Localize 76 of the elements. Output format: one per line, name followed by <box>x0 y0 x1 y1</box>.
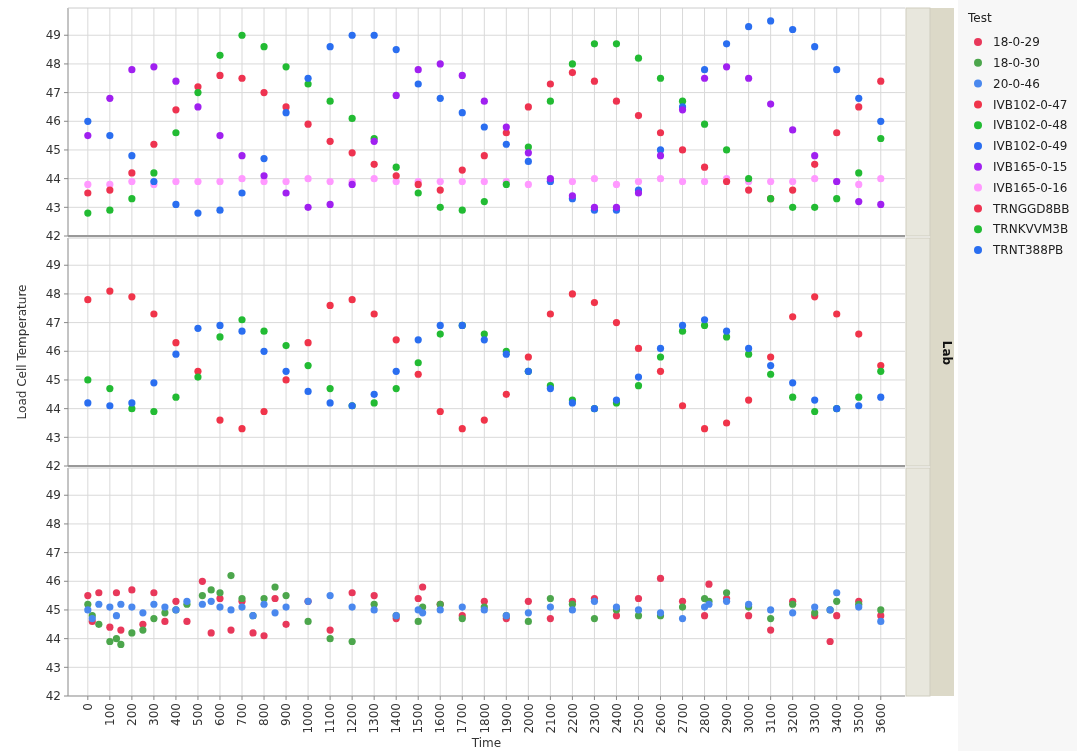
legend-label: IVB165-0-15 <box>993 160 1068 174</box>
x-tick-label: 1300 <box>367 703 382 734</box>
legend-label: 18-0-30 <box>993 56 1040 70</box>
x-tick-label: 300 <box>147 703 162 726</box>
legend-label: IVB165-0-16 <box>993 180 1068 195</box>
y-tick-label: 43 <box>45 660 61 675</box>
x-tick-label: 800 <box>257 703 272 726</box>
x-tick-label: 3200 <box>785 703 800 734</box>
x-tick-label: 1700 <box>455 703 470 734</box>
x-tick-label: 2900 <box>719 703 734 734</box>
y-tick-label: 42 <box>45 689 61 704</box>
x-tick-label: 1000 <box>301 703 316 734</box>
x-tick-label: 2000 <box>521 703 536 734</box>
y-tick-label: 43 <box>45 200 61 215</box>
x-tick-label: 3600 <box>873 703 888 734</box>
legend-label: TRNKVVM3B <box>992 222 1069 237</box>
legend-label: 20-0-46 <box>993 76 1040 91</box>
x-tick-label: 2700 <box>675 703 690 734</box>
x-tick-label: 200 <box>125 703 140 726</box>
x-tick-label: 100 <box>103 703 118 726</box>
x-tick-label: 3300 <box>807 703 822 734</box>
x-tick-label: 1200 <box>345 703 360 734</box>
x-tick-label: 0 <box>81 703 96 711</box>
text: IVB102-0-49 <box>993 139 1068 154</box>
y-tick-label: 46 <box>45 574 61 589</box>
x-tick-label: 1600 <box>433 703 448 734</box>
x-tick-label: 2600 <box>653 703 668 734</box>
legend-label: 18-0-29 <box>993 35 1040 50</box>
x-tick-label: 1800 <box>477 703 492 734</box>
y-tick-label: 49 <box>45 258 61 273</box>
y-tick-label: 47 <box>45 315 61 330</box>
y-tick-label: 45 <box>45 143 61 158</box>
y-tick-label: 48 <box>45 287 61 302</box>
x-tick-label: 400 <box>169 703 184 726</box>
y-tick-label: 49 <box>45 28 61 43</box>
y-tick-label: 47 <box>45 545 61 560</box>
x-tick-label: 3100 <box>763 703 778 734</box>
x-tick-label: 1900 <box>499 703 514 734</box>
x-tick-label: 2100 <box>543 703 558 734</box>
y-tick-label: 42 <box>45 229 61 244</box>
x-tick-label: 2200 <box>565 703 580 734</box>
y-tick-label: 44 <box>45 171 61 186</box>
x-tick-label: 2800 <box>697 703 712 734</box>
y-tick-label: 48 <box>45 517 61 532</box>
x-axis-title: Time <box>470 736 502 750</box>
x-tick-label: 600 <box>213 703 228 726</box>
x-tick-label: 3400 <box>829 703 844 734</box>
y-tick-label: 46 <box>45 114 61 129</box>
x-tick-label: 500 <box>191 703 206 726</box>
x-tick-label: 700 <box>235 703 250 726</box>
legend-title: Test <box>967 11 992 25</box>
text: Lab <box>940 340 954 366</box>
y-axis-title: Load Cell Temperature <box>15 284 29 420</box>
x-tick-label: 2300 <box>587 703 602 734</box>
x-tick-label: 1100 <box>323 703 338 734</box>
y-tick-label: 49 <box>45 488 61 503</box>
x-tick-label: 3500 <box>851 703 866 734</box>
y-tick-label: 46 <box>45 344 61 359</box>
y-tick-label: 44 <box>45 401 61 416</box>
y-tick-label: 44 <box>45 631 61 646</box>
x-tick-label: 3000 <box>741 703 756 734</box>
x-tick-label: 1500 <box>411 703 426 734</box>
x-tick-label: 2500 <box>631 703 646 734</box>
x-tick-label: 1400 <box>389 703 404 734</box>
y-tick-label: 45 <box>45 603 61 618</box>
text: IVB102-0-48 <box>993 118 1068 133</box>
text: IVB102-0-47 <box>993 97 1068 112</box>
legend-label: TRNGGD8BB <box>992 201 1070 216</box>
legend-label: TRNT388PB <box>992 243 1064 258</box>
y-tick-label: 43 <box>45 430 61 445</box>
y-tick-label: 45 <box>45 373 61 388</box>
x-tick-label: 2400 <box>609 703 624 734</box>
x-tick-label: 900 <box>279 703 294 726</box>
y-tick-label: 47 <box>45 85 61 100</box>
y-tick-label: 42 <box>45 459 61 474</box>
y-tick-label: 48 <box>45 57 61 72</box>
